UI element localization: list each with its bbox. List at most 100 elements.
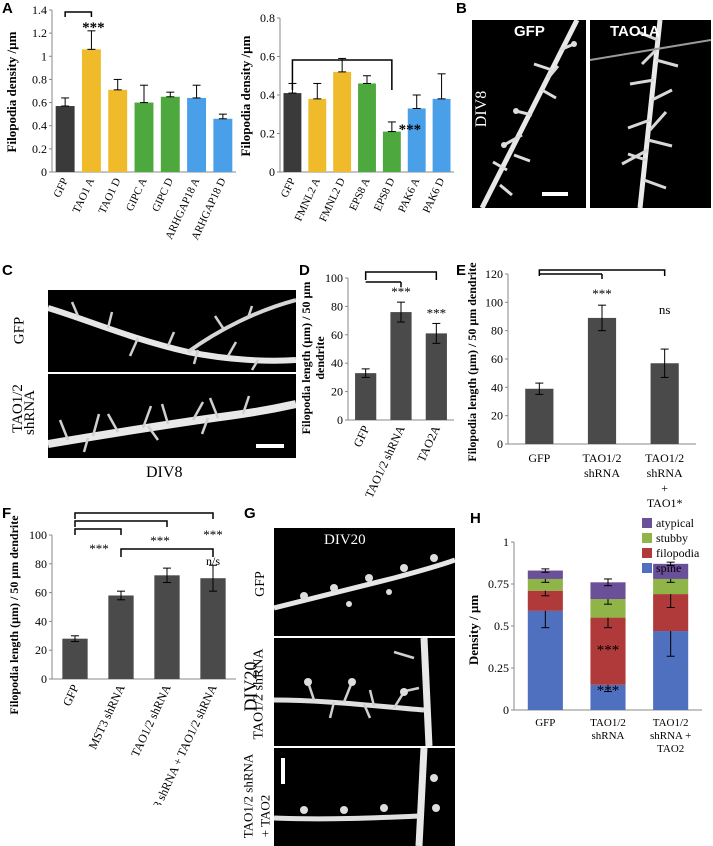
legend-label: atypical <box>656 516 695 530</box>
significance-label: *** <box>399 122 422 138</box>
significance-label: ns <box>659 302 671 317</box>
y-tick-label: 20 <box>331 385 343 399</box>
y-tick-label: 0.8 <box>32 72 47 86</box>
x-tick-label: TAO1/2 <box>590 717 626 729</box>
g-label-rescue-2: + TAO2 <box>257 794 273 838</box>
x-tick-label: PAK6 A <box>396 176 422 214</box>
legend-label: filopodia <box>656 546 700 560</box>
y-tick-label: 20 <box>491 409 503 423</box>
chart-d: 0 20 40 60 80 100 Filopodia length (µm) / 50 µ… <box>299 271 454 500</box>
y-tick-label: 1 <box>503 535 509 549</box>
b-div-label: DIV8 <box>473 90 491 128</box>
chart-e: 0 20 40 60 80 100 120 Filopodia length (µm) / 5… <box>465 262 696 507</box>
x-tick-label: shRNA <box>584 466 620 480</box>
y-tick-label: 60 <box>491 352 503 366</box>
y-tick-label: 0.4 <box>32 119 47 133</box>
bar <box>407 108 426 172</box>
dendrite-image <box>48 395 296 453</box>
legend-swatch <box>642 563 652 573</box>
x-tick-label: shRNA <box>647 466 683 480</box>
x-tick-label: TAO1* <box>647 496 683 507</box>
b-label-gfp: GFP <box>514 23 545 40</box>
x-tick-label: TAO1 D <box>97 176 124 215</box>
y-tick-label: 60 <box>331 328 343 342</box>
y-tick-label: 60 <box>35 586 47 600</box>
legend-swatch <box>642 548 652 558</box>
dendrite-image <box>48 298 296 371</box>
panel-letter-c: C <box>2 262 13 279</box>
stacked-segment <box>653 578 689 595</box>
y-tick-label: 80 <box>331 299 343 313</box>
y-tick-label: 80 <box>491 324 503 338</box>
x-tick-label: shRNA + <box>650 730 691 742</box>
bar <box>333 71 352 172</box>
g-label-shrna: TAO1/2 shRNA <box>251 648 267 740</box>
bar <box>55 106 75 172</box>
x-tick-label: GFP <box>528 451 550 465</box>
y-tick-label: 0.5 <box>494 619 509 633</box>
significance-bracket <box>120 548 214 557</box>
y-tick-label: 0 <box>41 165 47 179</box>
micrograph-g-gfp: DIV20 <box>274 528 455 636</box>
significance-label: *** <box>427 305 447 320</box>
bar <box>200 578 226 679</box>
legend-swatch <box>642 533 652 543</box>
stacked-segment <box>653 563 689 579</box>
x-tick-label: GFP <box>51 176 70 199</box>
significance-label: *** <box>592 286 612 301</box>
x-tick-label: TAO1 A <box>70 176 97 215</box>
panel-letter-d: D <box>299 262 310 279</box>
y-tick-label: 100 <box>325 271 343 285</box>
significance-bracket <box>74 520 168 527</box>
panel-letter-h: H <box>470 510 481 527</box>
panel-letter-b: B <box>456 0 467 17</box>
legend-swatch <box>642 518 652 528</box>
x-tick-label: TAO1/2 <box>645 451 684 465</box>
y-axis-label: dendrite <box>313 336 327 380</box>
x-tick-label: GFP <box>350 423 372 449</box>
significance-bracket <box>74 512 214 519</box>
significance-label: *** <box>391 284 411 299</box>
stacked-segment <box>590 599 626 618</box>
y-axis-label: Density / µm <box>466 595 481 665</box>
chart-a-left: 0 0.2 0.4 0.6 0.8 1 1.2 1.4 Filopodia density /µ… <box>4 3 236 242</box>
x-tick-label: MST3 shRNA <box>86 682 128 751</box>
c-label-shrna-2: shRNA <box>22 389 39 436</box>
micrograph-b-gfp: GFP DIV8 <box>472 20 586 208</box>
x-tick-label: EPS8 A <box>347 176 372 212</box>
x-tick-label: TAO1/2 <box>582 451 621 465</box>
y-tick-label: 0.25 <box>488 661 509 675</box>
y-tick-label: 80 <box>35 557 47 571</box>
micrograph-c-shrna <box>48 374 296 458</box>
significance-label: *** <box>82 20 105 36</box>
dendrite-image <box>590 20 711 208</box>
c-div-label: DIV8 <box>146 464 183 481</box>
significance-label: *** <box>203 527 223 542</box>
g-div-top: DIV20 <box>324 532 366 548</box>
bar <box>213 118 233 172</box>
micrograph-g-rescue <box>274 748 455 846</box>
significance-label: *** <box>89 541 109 556</box>
bar <box>382 131 401 172</box>
bar <box>108 89 128 172</box>
bar <box>81 49 101 172</box>
x-tick-label: TAO2 <box>657 743 684 755</box>
g-label-gfp: GFP <box>252 571 268 597</box>
legend-label: spine <box>656 561 681 575</box>
y-tick-label: 40 <box>35 614 47 628</box>
x-tick-label: PAK6 D <box>421 176 448 215</box>
y-axis-label: Filopodia density /µm <box>240 35 253 156</box>
x-tick-label: GIPC D <box>150 176 176 214</box>
stacked-segment <box>527 590 563 611</box>
y-tick-label: 0 <box>337 413 343 427</box>
x-tick-label: GFP <box>60 682 82 708</box>
dendrite-image <box>274 554 455 611</box>
y-tick-label: 20 <box>35 643 47 657</box>
bar <box>358 83 376 172</box>
bar <box>425 333 447 420</box>
stacked-segment <box>527 578 563 591</box>
y-tick-label: 1.2 <box>32 26 47 40</box>
y-tick-label: 0 <box>503 703 509 717</box>
significance-bracket <box>64 11 93 17</box>
panel-letter-a: A <box>2 0 13 17</box>
